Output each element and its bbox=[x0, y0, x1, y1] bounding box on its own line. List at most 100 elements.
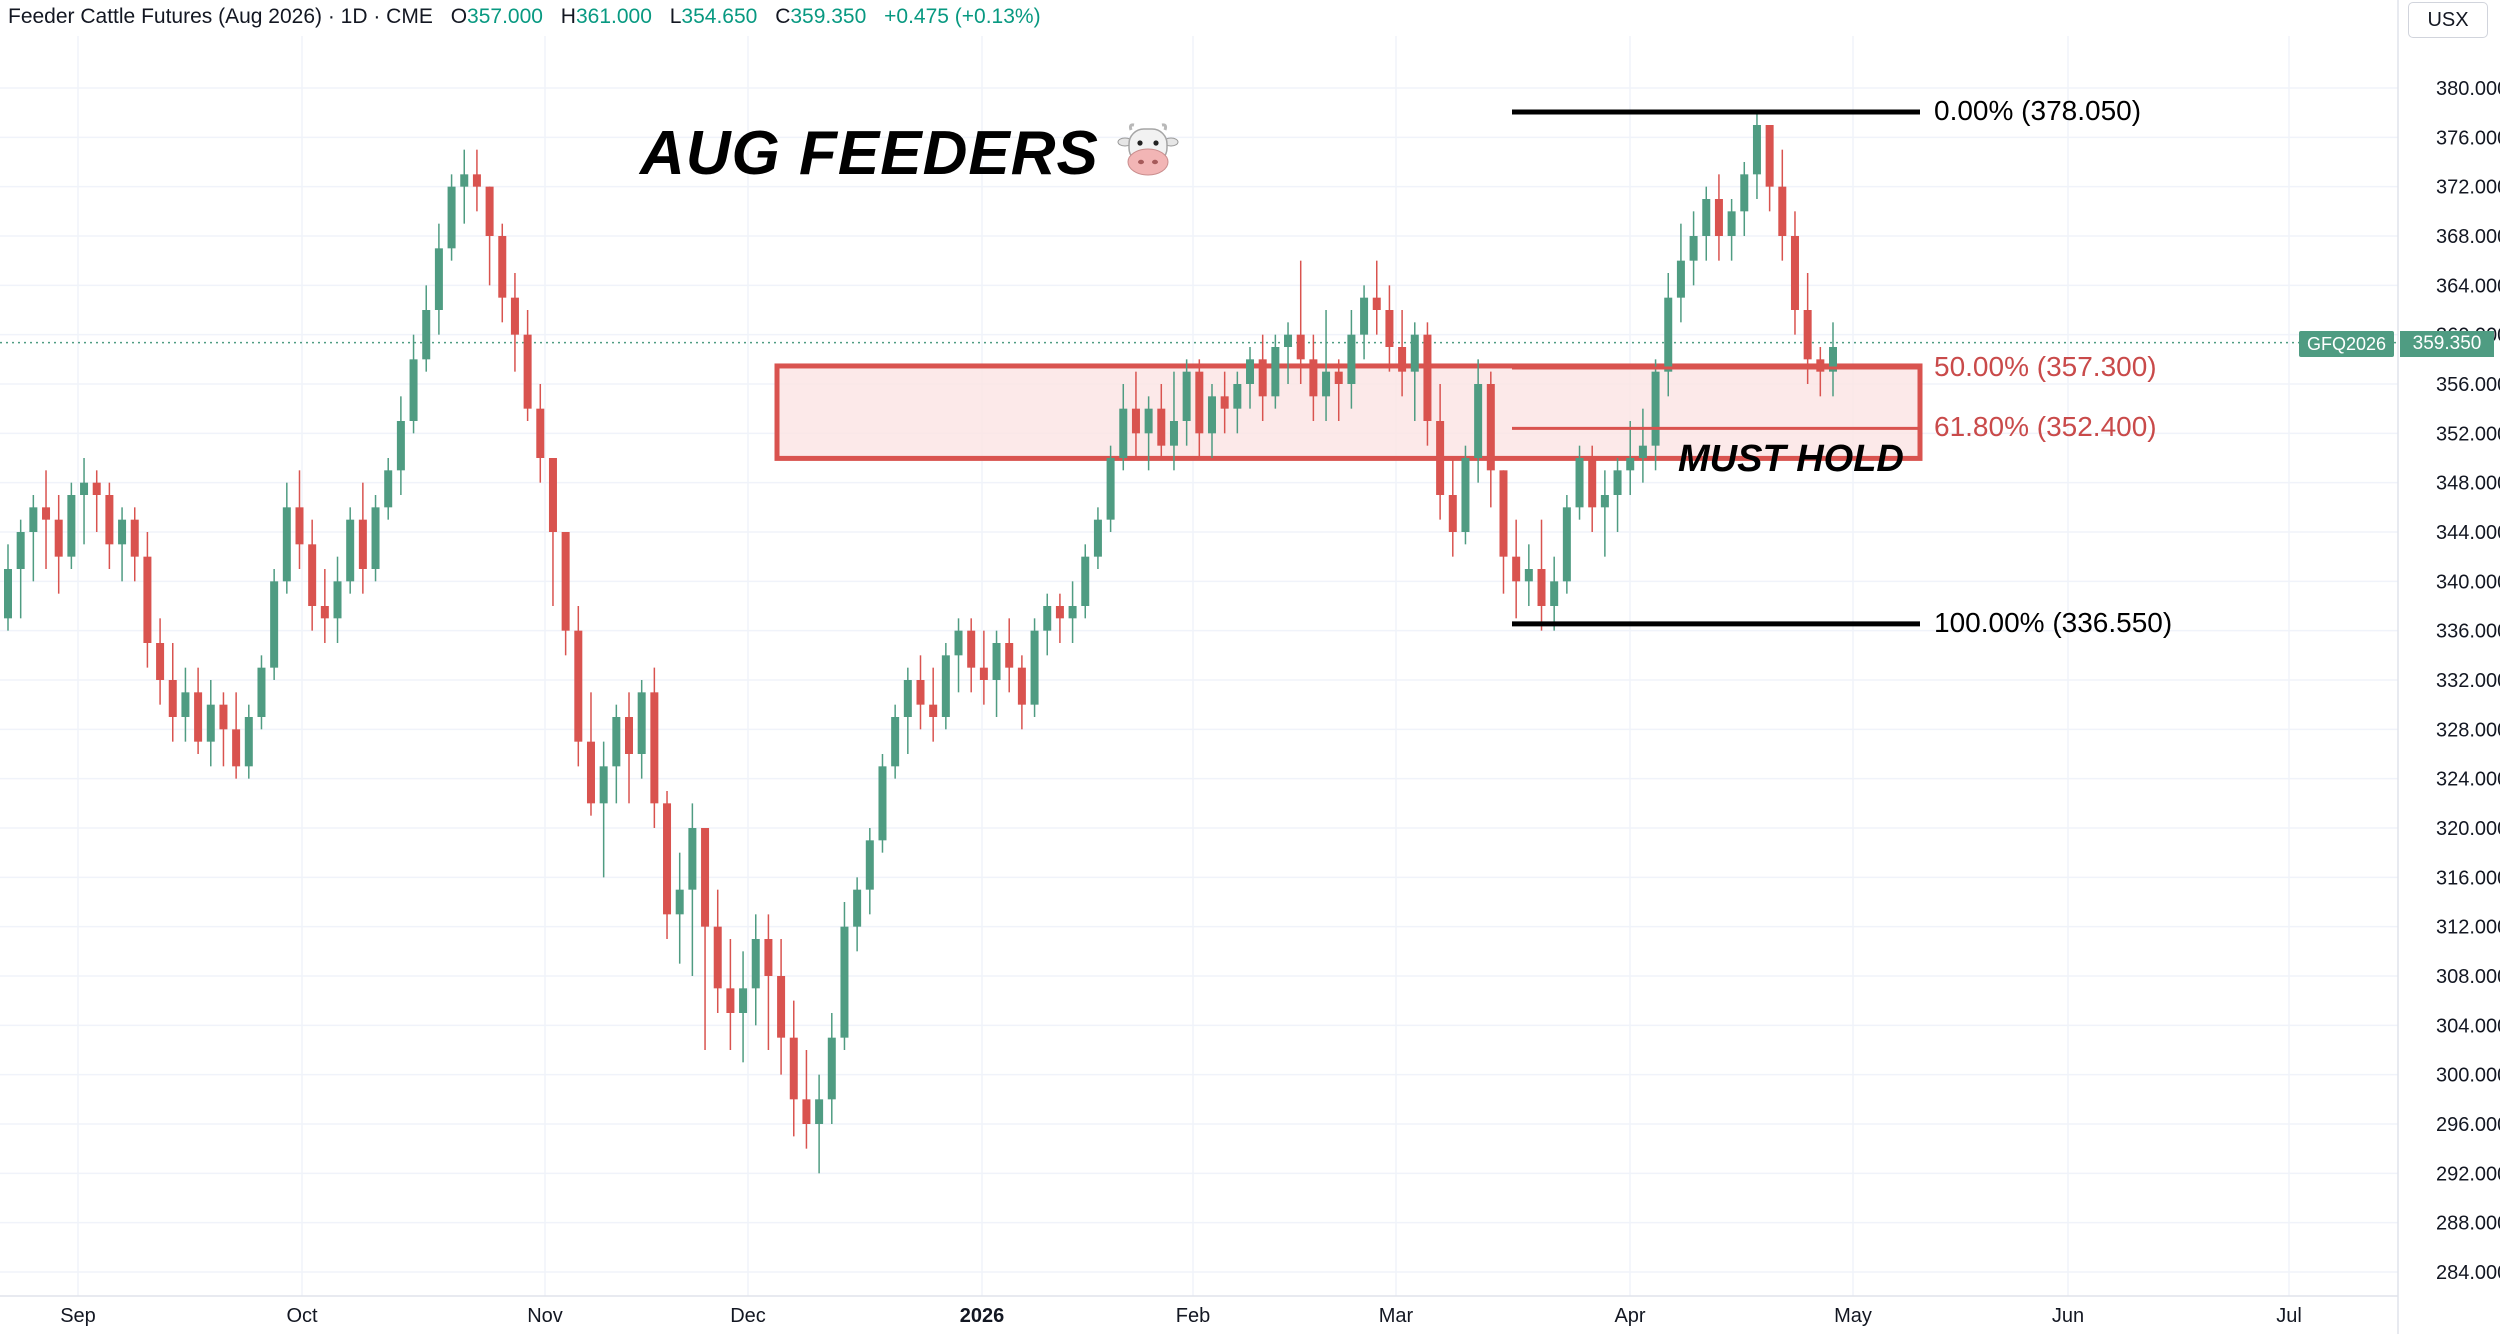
candle-up bbox=[434, 223, 443, 335]
candle-down bbox=[1778, 149, 1787, 261]
candle-body bbox=[257, 667, 266, 717]
candle-down bbox=[713, 889, 722, 1013]
candle-up bbox=[878, 754, 887, 853]
candle-body bbox=[1436, 421, 1445, 495]
candle-body bbox=[1575, 458, 1584, 508]
candle-body bbox=[1030, 630, 1039, 705]
candle-up bbox=[1106, 445, 1115, 532]
candle-down bbox=[1714, 174, 1723, 261]
candle-body bbox=[1258, 359, 1267, 397]
currency-button[interactable]: USX bbox=[2408, 2, 2488, 38]
candle-body bbox=[1182, 371, 1191, 421]
candle-body bbox=[1486, 384, 1495, 471]
candle-down bbox=[1385, 285, 1394, 372]
candle-down bbox=[916, 655, 925, 730]
candle-down bbox=[1423, 322, 1432, 446]
candle-body bbox=[1423, 334, 1432, 421]
candle-body bbox=[194, 692, 203, 742]
candle-body bbox=[599, 766, 608, 804]
candle-up bbox=[599, 741, 608, 878]
price-tick-label: 288.000 bbox=[2436, 1213, 2500, 1235]
price-tick-label: 284.000 bbox=[2436, 1262, 2500, 1284]
candle-body bbox=[941, 655, 950, 717]
candle-up bbox=[1474, 359, 1483, 483]
price-tick-label: 304.000 bbox=[2436, 1015, 2500, 1037]
candle-up bbox=[1043, 593, 1052, 656]
candle-up bbox=[1562, 495, 1571, 594]
candle-body bbox=[4, 569, 12, 619]
candle-up bbox=[815, 1074, 824, 1174]
candle-body bbox=[675, 889, 684, 915]
candle-up bbox=[371, 495, 380, 582]
candle-body bbox=[472, 174, 481, 187]
candle-up bbox=[853, 877, 862, 952]
candle-up bbox=[181, 667, 190, 742]
candle-down bbox=[485, 186, 494, 286]
candle-body bbox=[1284, 334, 1293, 347]
candle-body bbox=[422, 310, 431, 360]
candle-up bbox=[1081, 544, 1090, 619]
candle-down bbox=[548, 458, 557, 606]
candle-body bbox=[1689, 236, 1698, 261]
candle-up bbox=[1740, 162, 1749, 236]
symbol-price-tag: GFQ2026 bbox=[2299, 331, 2395, 357]
candle-down bbox=[105, 482, 114, 569]
candle-body bbox=[219, 704, 228, 730]
candle-body bbox=[1309, 359, 1318, 397]
candle-down bbox=[168, 643, 177, 742]
candle-up bbox=[4, 544, 12, 631]
candle-down bbox=[967, 618, 976, 693]
candle-body bbox=[1765, 125, 1774, 187]
candle-body bbox=[1626, 458, 1635, 471]
candle-down bbox=[1055, 593, 1064, 643]
candle-body bbox=[1816, 359, 1825, 372]
candle-body bbox=[485, 186, 494, 236]
candle-body bbox=[1562, 507, 1571, 582]
candle-body bbox=[270, 581, 279, 668]
fib-label-100: 100.00% (336.550) bbox=[1934, 606, 2173, 638]
candle-body bbox=[954, 630, 963, 656]
candle-down bbox=[1334, 359, 1343, 421]
candle-up bbox=[1600, 470, 1609, 557]
candle-body bbox=[777, 976, 786, 1038]
candle-body bbox=[650, 692, 659, 804]
candle-up bbox=[333, 556, 342, 643]
time-tick-label: Oct bbox=[286, 1305, 318, 1327]
candle-body bbox=[1385, 310, 1394, 347]
candle-body bbox=[1474, 384, 1483, 458]
candle-up bbox=[1613, 458, 1622, 532]
time-tick-label: Dec bbox=[730, 1305, 766, 1327]
last-price-tag: 359.350 bbox=[2400, 331, 2494, 357]
candle-body bbox=[1752, 125, 1761, 175]
candle-down bbox=[650, 667, 659, 828]
candle-body bbox=[561, 532, 570, 631]
change-value: +0.475 (+0.13%) bbox=[884, 5, 1041, 28]
close-value: 359.350 bbox=[790, 5, 867, 28]
candle-up bbox=[675, 852, 684, 964]
candle-down bbox=[802, 1050, 811, 1149]
candle-body bbox=[637, 692, 646, 754]
candle-body bbox=[1271, 347, 1280, 397]
candle-body bbox=[42, 507, 51, 520]
price-tick-label: 376.000 bbox=[2436, 127, 2500, 149]
candle-body bbox=[929, 704, 938, 717]
candle-body bbox=[346, 519, 355, 582]
price-tick-label: 344.000 bbox=[2436, 522, 2500, 544]
candle-down bbox=[510, 273, 519, 372]
price-tick-label: 300.000 bbox=[2436, 1065, 2500, 1087]
candle-down bbox=[1448, 458, 1457, 557]
time-tick-label: 2026 bbox=[960, 1305, 1005, 1327]
candle-body bbox=[409, 359, 418, 421]
candle-up bbox=[1030, 618, 1039, 717]
candle-body bbox=[29, 507, 38, 532]
candle-body bbox=[1714, 199, 1723, 236]
candle-down bbox=[1398, 310, 1407, 397]
candle-down bbox=[1372, 260, 1381, 335]
candle-up bbox=[29, 495, 38, 582]
candle-body bbox=[979, 667, 988, 680]
candle-body bbox=[92, 482, 101, 495]
price-tick-label: 320.000 bbox=[2436, 818, 2500, 840]
candle-body bbox=[853, 889, 862, 927]
candle-down bbox=[1486, 371, 1495, 508]
